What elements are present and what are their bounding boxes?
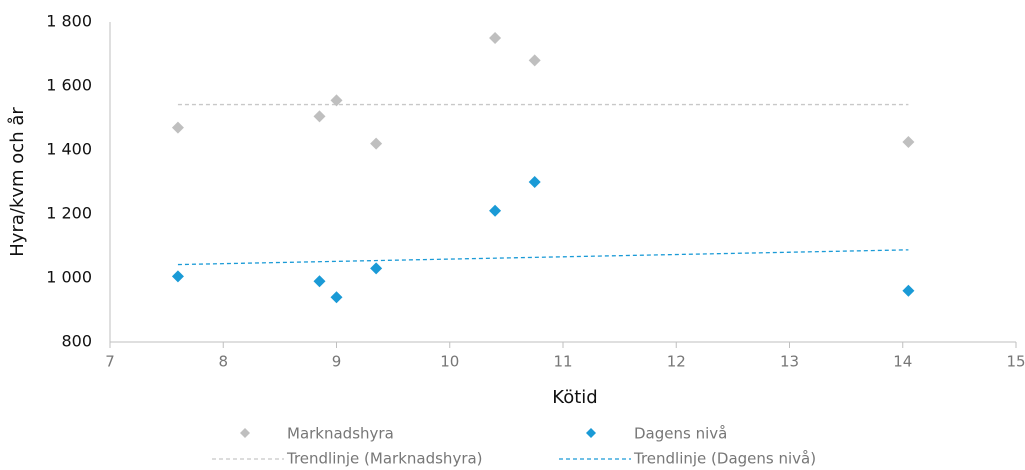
y-tick-label: 800 <box>61 332 92 351</box>
point <box>370 262 383 275</box>
y-tick-label: 1 600 <box>46 76 92 95</box>
y-tick-label: 1 800 <box>46 12 92 31</box>
x-axis-label: Kötid <box>552 387 597 408</box>
trendline <box>177 249 909 266</box>
point <box>313 275 326 288</box>
point <box>313 110 326 123</box>
y-tick-label: 1 000 <box>46 268 92 287</box>
x-tick-label: 8 <box>218 353 228 371</box>
point <box>528 54 541 67</box>
point <box>489 204 502 217</box>
point <box>171 270 184 283</box>
x-tick-label: 15 <box>1006 353 1025 371</box>
legend-label: Trendlinje (Dagens nivå) <box>633 450 816 468</box>
point <box>330 94 343 107</box>
y-tick-label: 1 400 <box>46 140 92 159</box>
x-tick-label: 9 <box>332 353 342 371</box>
y-axis-label: Hyra/kvm och år <box>7 107 28 257</box>
point <box>370 137 383 150</box>
x-tick-label: 11 <box>553 353 572 371</box>
x-tick-label: 12 <box>667 353 686 371</box>
point <box>528 176 541 188</box>
y-tick-label: 1 200 <box>46 204 92 223</box>
legend-label: Marknadshyra <box>287 425 394 443</box>
legend-marker <box>240 428 250 438</box>
point <box>171 121 184 134</box>
point <box>330 291 343 304</box>
point <box>902 284 915 297</box>
legend-label: Trendlinje (Marknadshyra) <box>286 450 483 468</box>
x-tick-label: 7 <box>105 353 115 371</box>
x-tick-label: 10 <box>440 353 459 371</box>
legend-label: Dagens nivå <box>634 425 727 443</box>
x-tick-label: 14 <box>893 353 912 371</box>
point <box>902 136 915 148</box>
point <box>489 32 502 44</box>
x-tick-label: 13 <box>780 353 799 371</box>
legend-marker <box>586 428 596 438</box>
